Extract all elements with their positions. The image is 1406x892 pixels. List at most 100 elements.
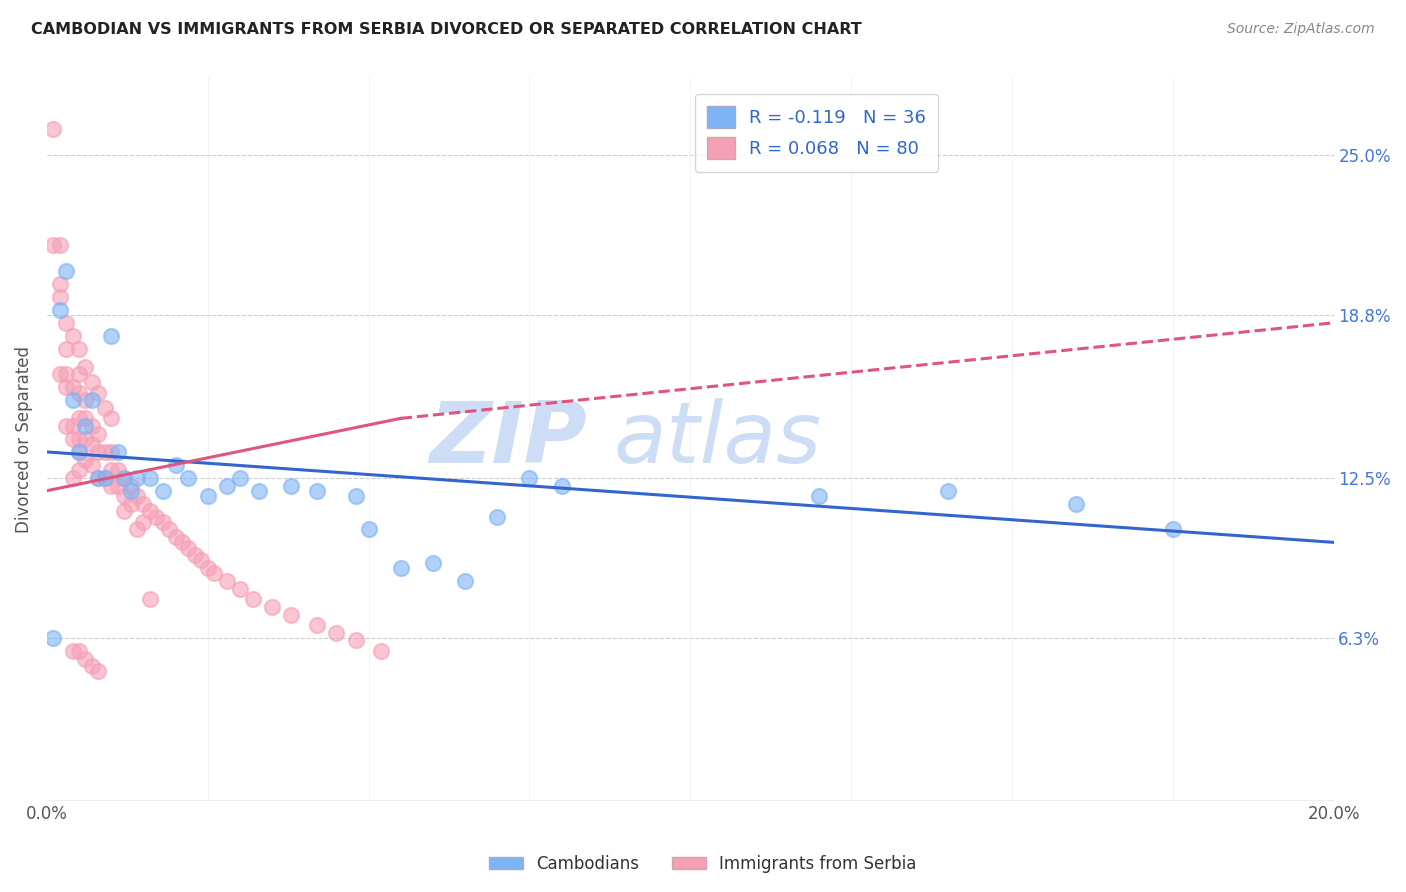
Point <box>67 644 90 658</box>
Point <box>100 328 122 343</box>
Point <box>125 471 148 485</box>
Point <box>280 607 302 622</box>
Point <box>120 497 142 511</box>
Point <box>80 393 103 408</box>
Point <box>307 483 329 498</box>
Point <box>49 238 72 252</box>
Point <box>184 548 207 562</box>
Point <box>139 592 162 607</box>
Point <box>247 483 270 498</box>
Point <box>152 515 174 529</box>
Point <box>100 463 122 477</box>
Point <box>132 515 155 529</box>
Point <box>325 625 347 640</box>
Point <box>94 401 117 415</box>
Point <box>112 471 135 485</box>
Point <box>62 419 84 434</box>
Point <box>100 478 122 492</box>
Point <box>75 651 97 665</box>
Legend: R = -0.119   N = 36, R = 0.068   N = 80: R = -0.119 N = 36, R = 0.068 N = 80 <box>695 94 938 172</box>
Point <box>307 618 329 632</box>
Legend: Cambodians, Immigrants from Serbia: Cambodians, Immigrants from Serbia <box>482 848 924 880</box>
Point <box>370 644 392 658</box>
Point <box>62 471 84 485</box>
Point <box>519 471 541 485</box>
Point <box>125 489 148 503</box>
Point <box>344 633 367 648</box>
Point <box>75 359 97 374</box>
Text: atlas: atlas <box>613 398 821 481</box>
Point <box>80 437 103 451</box>
Point <box>120 483 142 498</box>
Point <box>344 489 367 503</box>
Point <box>55 316 77 330</box>
Point <box>75 419 97 434</box>
Point <box>42 238 65 252</box>
Point <box>55 368 77 382</box>
Point <box>42 631 65 645</box>
Point <box>107 463 129 477</box>
Point <box>49 290 72 304</box>
Point <box>67 445 90 459</box>
Point <box>67 368 90 382</box>
Point <box>49 277 72 291</box>
Text: CAMBODIAN VS IMMIGRANTS FROM SERBIA DIVORCED OR SEPARATED CORRELATION CHART: CAMBODIAN VS IMMIGRANTS FROM SERBIA DIVO… <box>31 22 862 37</box>
Point <box>936 483 959 498</box>
Point <box>87 445 110 459</box>
Point <box>55 264 77 278</box>
Point <box>242 592 264 607</box>
Point <box>454 574 477 588</box>
Point <box>42 122 65 136</box>
Point <box>80 458 103 472</box>
Point <box>1064 497 1087 511</box>
Point <box>145 509 167 524</box>
Point <box>177 541 200 555</box>
Point <box>157 523 180 537</box>
Point <box>80 375 103 389</box>
Point <box>112 489 135 503</box>
Point <box>67 432 90 446</box>
Point <box>229 582 252 596</box>
Point <box>75 452 97 467</box>
Point <box>49 368 72 382</box>
Point <box>49 302 72 317</box>
Point <box>120 478 142 492</box>
Point <box>87 471 110 485</box>
Point <box>100 411 122 425</box>
Point <box>87 471 110 485</box>
Point <box>152 483 174 498</box>
Point <box>170 535 193 549</box>
Point <box>80 659 103 673</box>
Point <box>139 504 162 518</box>
Point <box>197 489 219 503</box>
Point <box>165 458 187 472</box>
Point <box>357 523 380 537</box>
Point <box>62 432 84 446</box>
Point <box>202 566 225 581</box>
Text: Source: ZipAtlas.com: Source: ZipAtlas.com <box>1227 22 1375 37</box>
Point <box>807 489 830 503</box>
Point <box>389 561 412 575</box>
Point <box>486 509 509 524</box>
Point <box>62 393 84 408</box>
Point <box>125 523 148 537</box>
Point <box>107 478 129 492</box>
Point <box>1161 523 1184 537</box>
Point <box>94 471 117 485</box>
Point <box>55 419 77 434</box>
Point <box>87 665 110 679</box>
Point <box>260 599 283 614</box>
Point <box>139 471 162 485</box>
Point <box>67 385 90 400</box>
Point <box>67 463 90 477</box>
Point <box>112 504 135 518</box>
Point <box>75 411 97 425</box>
Point <box>62 328 84 343</box>
Point <box>132 497 155 511</box>
Point <box>112 471 135 485</box>
Point <box>107 445 129 459</box>
Point <box>280 478 302 492</box>
Point <box>67 445 90 459</box>
Point <box>215 478 238 492</box>
Point <box>87 385 110 400</box>
